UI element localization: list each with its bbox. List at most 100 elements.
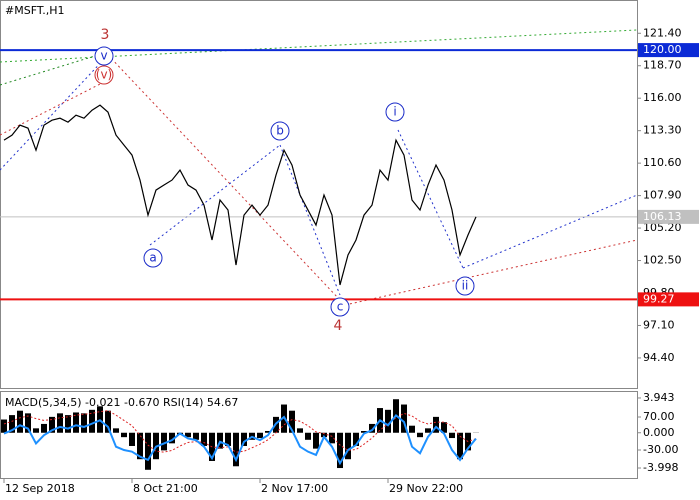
- wave-line: [0, 54, 109, 171]
- wave-label: ii: [462, 279, 469, 293]
- histogram-bar: [89, 409, 95, 433]
- wave-line: [149, 144, 281, 246]
- histogram-bar: [369, 423, 375, 433]
- histogram-bar: [9, 415, 15, 433]
- wave-line: [107, 54, 341, 301]
- histogram-bar: [305, 432, 311, 440]
- histogram-bar: [297, 428, 303, 433]
- price-line: [3, 104, 477, 286]
- level-label: 106.13: [643, 210, 682, 223]
- histogram-bar: [169, 432, 175, 444]
- histogram-bar: [401, 404, 407, 433]
- histogram-bar: [41, 423, 47, 433]
- y-tick-label: 107.90: [643, 189, 682, 202]
- x-tick-label: 12 Sep 2018: [5, 482, 75, 495]
- wave-circle: [385, 102, 405, 122]
- histogram-bar: [329, 432, 335, 444]
- level-label: 99.27: [643, 292, 675, 305]
- y-tick-label: 113.30: [643, 124, 682, 137]
- histogram-bar: [345, 432, 351, 460]
- rsi-line: [3, 413, 477, 466]
- y-tick-label: 94.40: [643, 351, 675, 364]
- y-tick-label: 102.50: [643, 254, 682, 267]
- indicator-title: MACD(5,34,5) -0.021 -0.670 RSI(14) 54.67: [5, 396, 238, 409]
- y-tick-label: 116.00: [643, 91, 682, 104]
- histogram-bar: [201, 432, 207, 446]
- histogram-bar: [145, 432, 151, 470]
- wave-label: b: [276, 124, 284, 138]
- histogram-bar: [17, 410, 23, 433]
- wave-label: a: [149, 251, 156, 265]
- histogram-bar: [313, 432, 319, 449]
- wave-line: [279, 144, 341, 296]
- wave-line: [462, 194, 638, 269]
- level-label: 120.00: [643, 43, 682, 56]
- histogram-bar: [241, 432, 247, 446]
- histogram-bar: [49, 416, 55, 433]
- histogram-bar: [233, 432, 239, 467]
- y-tick-label: 0.000: [643, 426, 675, 439]
- histogram-bar: [353, 432, 359, 446]
- indicator-panel: [0, 391, 638, 479]
- level-tag: [638, 292, 699, 307]
- histogram-bar: [433, 416, 439, 433]
- histogram-bar: [33, 428, 39, 433]
- histogram-bar: [137, 432, 143, 460]
- histogram-bar: [161, 432, 167, 451]
- histogram-bar: [25, 413, 31, 433]
- histogram-bar: [185, 432, 191, 438]
- wave-circle: [94, 65, 114, 85]
- histogram-bar: [113, 428, 119, 433]
- histogram-bar: [225, 432, 231, 446]
- histogram-bar: [257, 432, 263, 439]
- x-tick-label: 29 Nov 22:00: [389, 482, 463, 495]
- wave-label: v: [100, 49, 107, 63]
- histogram-bar: [321, 432, 327, 438]
- histogram-bar: [57, 413, 63, 433]
- y-tick-label: -3.998: [643, 461, 678, 474]
- wave-line: [0, 79, 109, 136]
- histogram-bar: [385, 409, 391, 433]
- y-tick-label: 3.943: [643, 391, 675, 404]
- histogram-bar: [457, 432, 463, 460]
- y-tick-label: 121.40: [643, 26, 682, 39]
- wave-circle: [270, 121, 290, 141]
- histogram-bar: [81, 413, 87, 433]
- histogram-bar: [417, 432, 423, 438]
- histogram-bar: [121, 432, 127, 438]
- histogram-bar: [129, 432, 135, 446]
- histogram-bar: [337, 432, 343, 469]
- y-tick-label: 97.10: [643, 318, 675, 331]
- histogram-bar: [441, 422, 447, 433]
- histogram-bar: [193, 432, 199, 440]
- histogram-bar: [449, 432, 455, 439]
- y-tick-label: 70.00: [643, 410, 675, 423]
- histogram-bar: [65, 415, 71, 433]
- level-tag: [638, 43, 699, 58]
- histogram-bar: [73, 412, 79, 433]
- y-tick-label: 118.70: [643, 59, 682, 72]
- wave-label: 4: [334, 318, 343, 334]
- level-tag: [638, 209, 699, 224]
- wave-circle: [94, 46, 114, 66]
- signal-line: [3, 410, 477, 453]
- wave-line: [0, 51, 109, 86]
- wave-circle: [143, 248, 163, 268]
- wave-label: 3: [101, 27, 110, 43]
- histogram-bar: [425, 428, 431, 433]
- y-tick-label: -30.00: [643, 443, 678, 456]
- histogram-bar: [361, 430, 367, 433]
- y-tick-label: 110.60: [643, 156, 682, 169]
- wave-label: (v): [96, 68, 112, 82]
- wave-circle: [330, 297, 350, 317]
- main-panel: [0, 0, 638, 389]
- histogram-bar: [289, 410, 295, 433]
- histogram-bar: [1, 419, 7, 433]
- y-tick-label: 105.20: [643, 221, 682, 234]
- chart-title: #MSFT.,H1: [5, 4, 65, 17]
- histogram-bar: [409, 425, 415, 433]
- histogram-bar: [105, 410, 111, 433]
- wave-label: i: [393, 105, 396, 119]
